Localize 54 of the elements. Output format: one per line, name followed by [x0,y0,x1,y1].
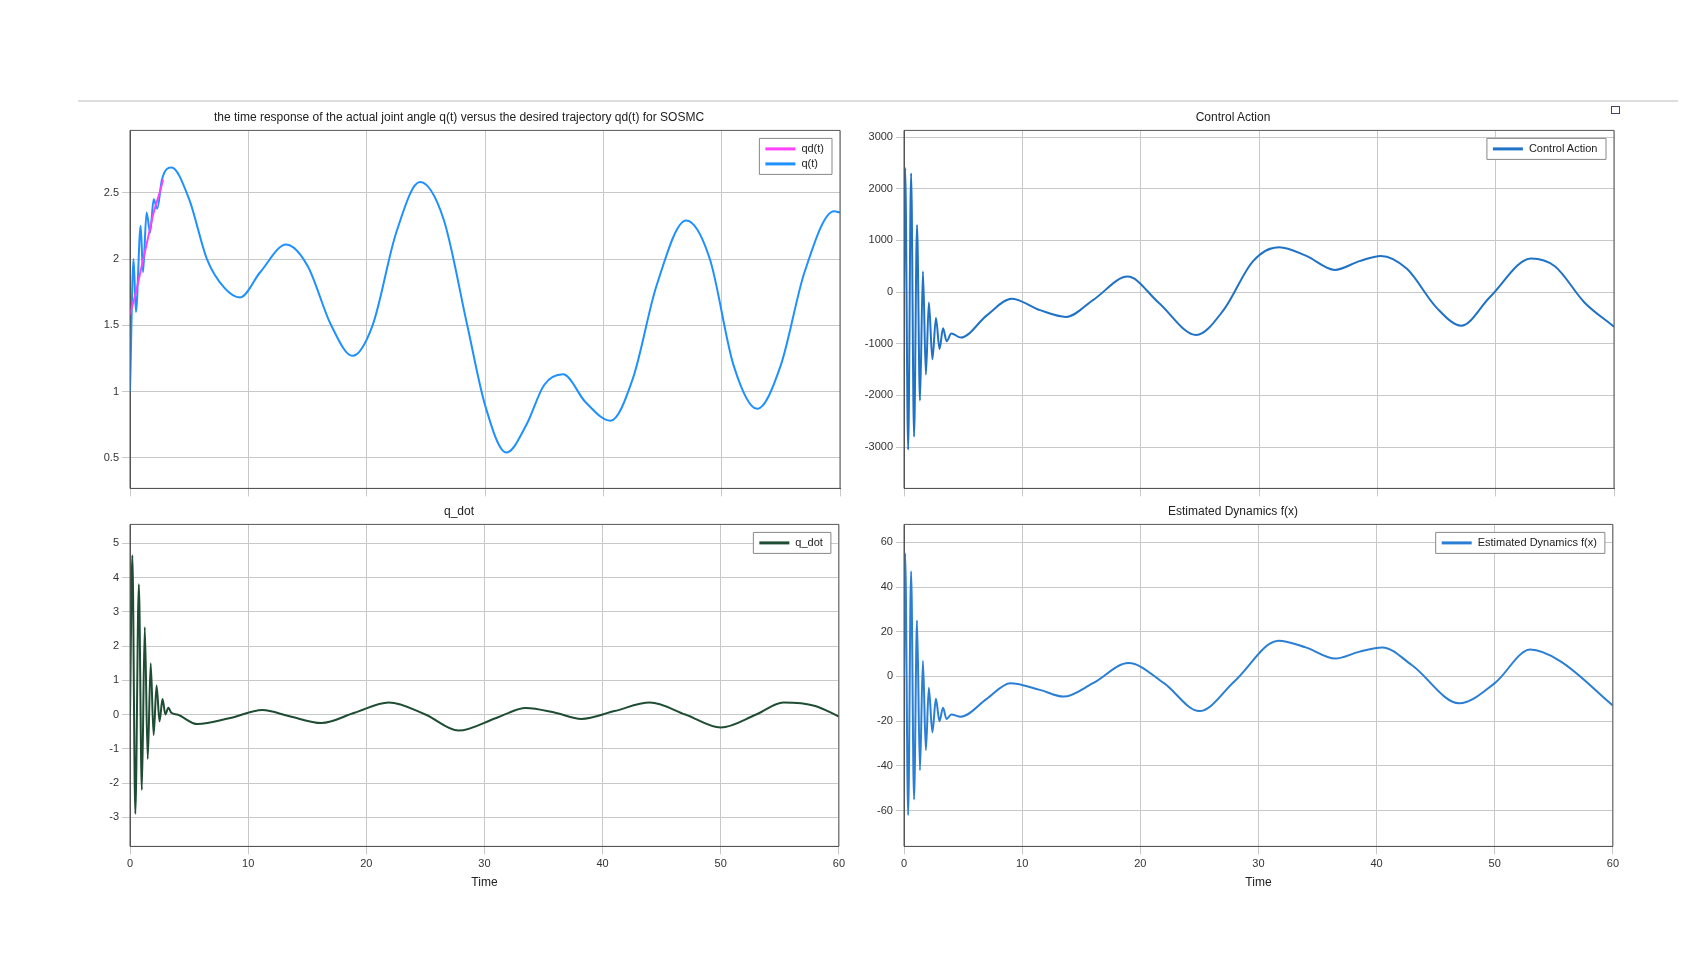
y-tick-label: -20 [877,714,893,727]
x-tick-label: 10 [1016,857,1029,870]
legend-label: Control Action [1528,141,1598,154]
legend-label: q(t) [801,156,818,169]
chart-title: the time response of the actual joint angle q(t) versus the desired trajectory qd(t) for SOSMC [213,109,705,124]
chart-title: Control Action [1195,109,1271,124]
y-tick-label: 0 [112,707,119,720]
y-tick-label: -1000 [864,336,893,349]
y-tick-label: 0.5 [103,450,119,463]
y-tick-label: 20 [880,624,893,637]
x-axis-title: Time [1245,875,1272,890]
x-tick-label: 60 [832,857,846,870]
y-tick-label: 0 [886,285,893,298]
y-tick-label: -2000 [864,388,893,401]
y-tick-label: 1.5 [103,318,119,331]
x-tick-label: 30 [478,857,491,870]
y-tick-label: -60 [877,803,893,816]
x-tick-label: 30 [1252,857,1265,870]
y-tick-label: 40 [880,580,893,593]
legend-label: qd(t) [801,141,825,154]
y-tick-label: -3000 [864,440,893,453]
x-axis-title: Time [471,875,498,890]
y-tick-label: 4 [112,570,119,583]
y-tick-label: -40 [877,758,893,771]
y-tick-label: 2 [112,639,119,652]
legend-label: q_dot [795,535,823,548]
x-tick-label: 0 [900,857,908,870]
x-tick-label: 50 [714,857,727,870]
x-tick-label: 40 [1370,857,1383,870]
y-tick-label: 2.5 [103,185,119,198]
y-tick-label: 0 [886,669,893,682]
y-tick-label: 1 [112,384,119,397]
x-tick-label: 40 [596,857,609,870]
y-tick-label: 3 [112,604,119,617]
x-tick-label: 10 [242,857,255,870]
x-tick-label: 50 [1488,857,1501,870]
y-tick-label: -1 [109,741,119,754]
y-tick-label: 1000 [868,233,893,246]
chart-title: q_dot [443,503,475,518]
x-tick-label: 20 [360,857,373,870]
x-tick-label: 60 [1606,857,1620,870]
y-tick-label: -3 [109,810,119,823]
y-tick-label: 60 [880,535,893,548]
y-tick-label: 2 [112,252,119,265]
x-tick-label: 0 [126,857,134,870]
line-series [130,178,165,316]
chart-title: Estimated Dynamics f(x) [1167,503,1299,518]
legend-label: Estimated Dynamics f(x) [1477,535,1597,548]
y-tick-label: -2 [109,776,119,789]
x-tick-label: 20 [1134,857,1147,870]
y-tick-label: 1 [112,673,119,686]
y-tick-label: 3000 [868,130,893,143]
y-tick-label: 2000 [868,181,893,194]
y-tick-label: 5 [112,536,119,549]
